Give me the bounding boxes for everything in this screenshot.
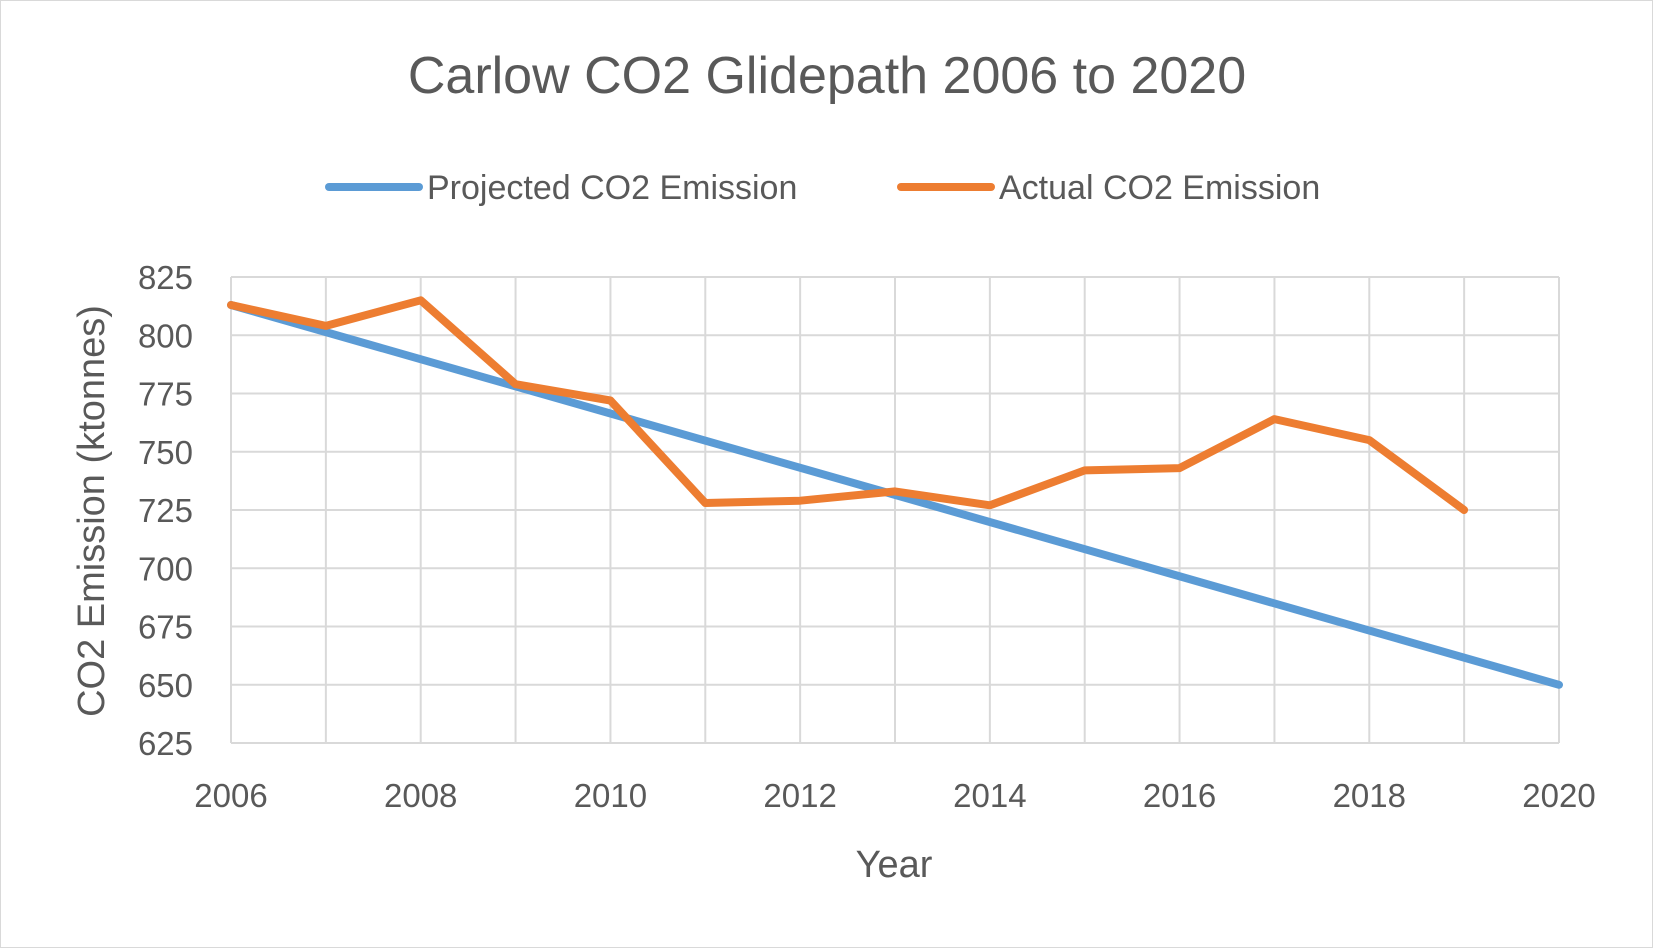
- chart-title: Carlow CO2 Glidepath 2006 to 2020: [408, 47, 1246, 105]
- x-tick-label: 2020: [1522, 777, 1595, 814]
- x-tick-label: 2016: [1143, 777, 1216, 814]
- y-tick-label: 825: [138, 259, 193, 296]
- x-tick-label: 2010: [574, 777, 647, 814]
- legend-label-projected: Projected CO2 Emission: [427, 169, 797, 207]
- y-tick-label: 675: [138, 609, 193, 646]
- legend: Projected CO2 Emission Actual CO2 Emissi…: [329, 169, 1320, 207]
- y-tick-label: 800: [138, 317, 193, 354]
- y-tick-label: 725: [138, 492, 193, 529]
- x-tick-label: 2008: [384, 777, 457, 814]
- y-tick-label: 650: [138, 667, 193, 704]
- x-tick-label: 2006: [194, 777, 267, 814]
- legend-label-actual: Actual CO2 Emission: [999, 169, 1320, 207]
- y-tick-label: 775: [138, 376, 193, 413]
- x-axis-ticks: 2006 2008 2010 2012 2014 2016 2018 2020: [194, 777, 1595, 814]
- x-tick-label: 2018: [1333, 777, 1406, 814]
- y-axis-title: CO2 Emission (ktonnes): [71, 305, 113, 717]
- y-tick-label: 625: [138, 725, 193, 762]
- grid: [231, 277, 1559, 743]
- y-tick-label: 750: [138, 434, 193, 471]
- x-tick-label: 2012: [763, 777, 836, 814]
- y-axis-ticks: 625 650 675 700 725 750 775 800 825: [138, 259, 193, 762]
- x-axis-title: Year: [856, 844, 933, 886]
- x-tick-label: 2014: [953, 777, 1026, 814]
- y-tick-label: 700: [138, 550, 193, 587]
